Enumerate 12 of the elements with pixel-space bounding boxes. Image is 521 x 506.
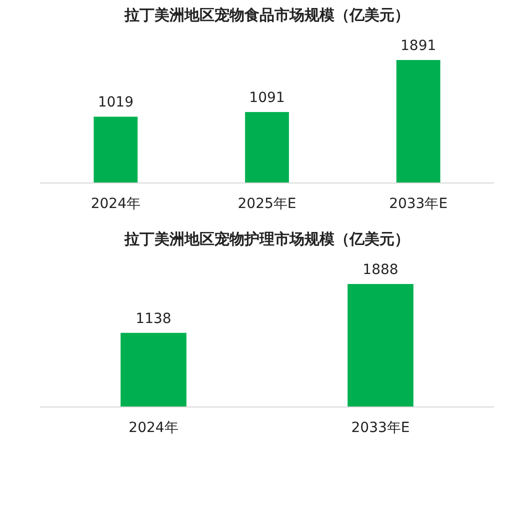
chart-title: 拉丁美洲地区宠物护理市场规模（亿美元）: [124, 230, 410, 248]
x-tick-label: 2025年E: [238, 196, 296, 212]
data-label: 1888: [362, 262, 398, 278]
x-tick-label: 2033年E: [351, 420, 410, 436]
data-label: 1019: [98, 94, 134, 111]
x-tick-label: 2024年: [90, 196, 140, 212]
data-label: 1891: [400, 38, 436, 54]
data-label: 1091: [249, 90, 285, 106]
chart-title: 拉丁美洲地区宠物食品市场规模（亿美元）: [124, 6, 410, 24]
x-tick-label: 2024年: [128, 420, 178, 436]
x-tick-label: 2033年E: [389, 196, 448, 212]
data-label: 1138: [136, 310, 172, 327]
